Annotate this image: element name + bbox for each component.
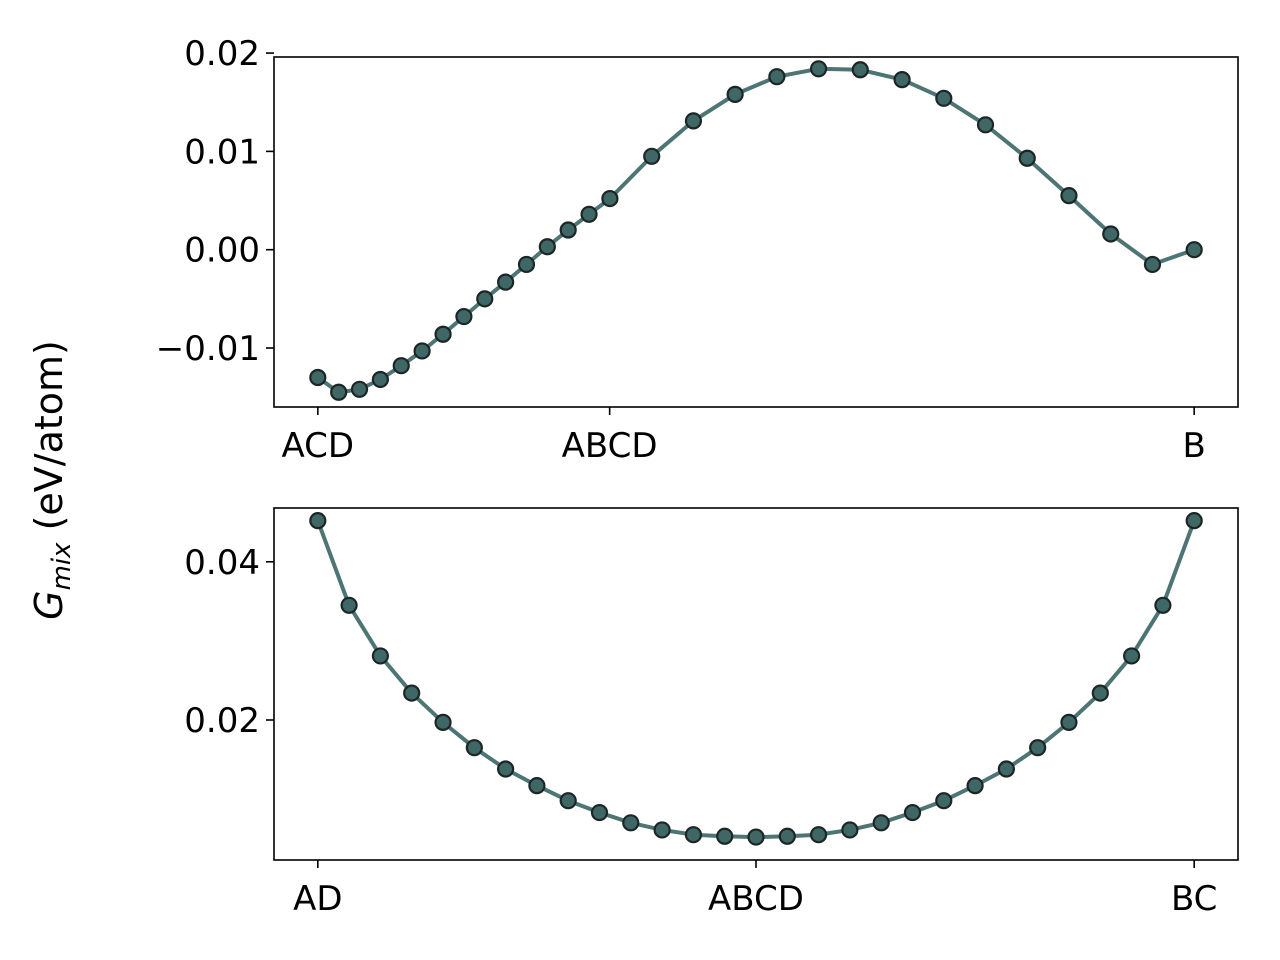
data-point	[935, 792, 953, 810]
data-point	[1102, 225, 1120, 243]
data-point	[684, 112, 703, 130]
data-point	[559, 221, 577, 239]
data-point	[935, 89, 953, 107]
data-point	[622, 814, 640, 832]
data-point	[330, 383, 348, 401]
data-point	[653, 821, 671, 839]
data-point	[340, 596, 358, 614]
data-point	[371, 370, 389, 389]
x-tick-label: AD	[293, 879, 342, 919]
y-axis-label-subscript: mix	[47, 542, 77, 591]
axes-frame	[273, 56, 1239, 408]
data-point	[601, 189, 619, 208]
data-point	[976, 116, 995, 134]
y-tick-label: 0.02	[184, 701, 260, 741]
data-point	[997, 760, 1015, 778]
data-point	[716, 827, 734, 845]
y-tick-label: 0.04	[184, 543, 260, 583]
data-point	[684, 826, 703, 844]
series-line	[315, 518, 1197, 840]
data-point	[434, 713, 452, 731]
y-axis-label-main: G	[27, 590, 71, 619]
data-point	[497, 273, 515, 291]
series-line	[315, 66, 1197, 395]
data-point	[726, 85, 744, 103]
data-point	[528, 777, 546, 795]
data-point	[465, 739, 483, 757]
y-tick-label: 0.00	[184, 231, 260, 271]
data-point	[538, 238, 556, 256]
data-point	[768, 68, 786, 86]
x-tick-label: BC	[1171, 879, 1217, 919]
data-point	[590, 803, 609, 822]
data-point	[309, 368, 327, 387]
x-tick-label: B	[1183, 426, 1206, 466]
data-point	[872, 814, 890, 832]
data-point	[517, 255, 536, 274]
data-point	[1185, 512, 1203, 530]
data-point	[1123, 647, 1141, 665]
data-point	[643, 147, 661, 165]
data-point	[809, 60, 828, 78]
axes-frame	[273, 507, 1239, 861]
y-axis-label: Gmix (eV/atom)	[27, 340, 77, 620]
data-point	[350, 380, 369, 398]
data-point	[1143, 255, 1162, 274]
data-point	[809, 826, 828, 844]
data-point	[403, 684, 421, 702]
x-tick-label: ABCD	[562, 426, 658, 466]
y-axis-label-units: (eV/atom)	[27, 340, 71, 542]
data-point	[1029, 739, 1047, 757]
data-point	[1154, 596, 1172, 614]
bottom-panel: 0.02 0.04 AD ABCD BC	[184, 507, 1239, 919]
top-panel: −0.01 0.00 0.01 0.02 ACD ABCD B	[156, 34, 1239, 466]
data-point	[392, 357, 410, 375]
data-point	[455, 307, 473, 326]
data-point	[747, 828, 765, 846]
data-point	[559, 792, 577, 810]
y-tick-label: 0.01	[184, 132, 260, 172]
data-point	[309, 512, 327, 530]
data-point	[778, 827, 796, 845]
data-point	[841, 821, 859, 839]
data-point	[434, 325, 452, 343]
data-point	[851, 61, 869, 79]
data-point	[476, 290, 494, 308]
data-point	[1060, 187, 1078, 205]
x-tick-label: ACD	[282, 426, 355, 466]
data-point	[1018, 149, 1036, 167]
data-point	[413, 342, 431, 360]
data-point	[371, 647, 389, 665]
data-point	[1060, 713, 1078, 731]
y-tick-label: 0.02	[184, 34, 260, 74]
data-point	[893, 71, 911, 89]
data-point	[497, 760, 515, 778]
data-point	[903, 803, 922, 822]
x-tick-label: ABCD	[708, 879, 804, 919]
y-tick-label: −0.01	[156, 329, 260, 369]
data-point	[1091, 684, 1109, 702]
data-point	[580, 205, 598, 223]
data-point	[966, 777, 984, 795]
data-point	[1185, 241, 1203, 259]
